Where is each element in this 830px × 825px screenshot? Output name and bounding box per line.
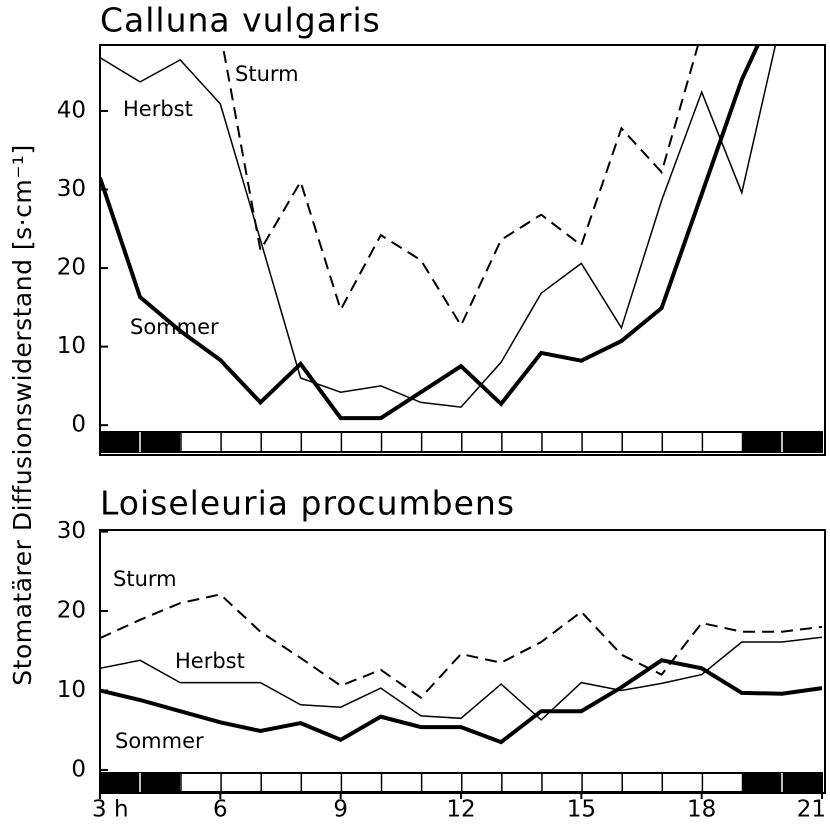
- series-label: Herbst: [175, 649, 245, 673]
- day-night-strip-top: [99, 431, 823, 453]
- y-tick-label: 10: [57, 677, 86, 703]
- day-night-strip-bottom: [99, 772, 823, 793]
- y-tick-label: 10: [57, 333, 86, 359]
- line-sturm: [221, 45, 700, 328]
- series-label: Sturm: [113, 567, 177, 591]
- x-tick-label: 6: [213, 797, 228, 823]
- x-tick-label: 15: [567, 797, 596, 823]
- x-tick-label: 21: [797, 797, 826, 823]
- series-label: Herbst: [123, 97, 193, 121]
- x-tick-label: 18: [687, 797, 716, 823]
- line-herbst: [100, 45, 777, 408]
- y-tick-label: 0: [71, 756, 86, 782]
- y-tick-label: 20: [57, 598, 86, 624]
- line-sommer: [100, 45, 761, 421]
- series-group: [100, 593, 823, 745]
- y-tick-label: 40: [57, 97, 86, 123]
- chart-title: Calluna vulgaris: [100, 1, 381, 40]
- y-tick-label: 20: [57, 255, 86, 281]
- y-axis-label: Stomatärer Diffusionswiderstand [s·cm⁻¹]: [8, 144, 37, 685]
- y-tick-label: 0: [71, 412, 86, 438]
- series-label: Sommer: [130, 315, 219, 339]
- plot-frame: [99, 529, 826, 794]
- y-tick-label: 30: [57, 176, 86, 202]
- series-label: Sturm: [235, 62, 299, 86]
- line-herbst: [100, 636, 823, 721]
- series-group: [100, 45, 777, 421]
- x-tick-label: 9: [333, 797, 348, 823]
- y-tick-label: 30: [57, 518, 86, 544]
- chart-title: Loiseleuria procumbens: [100, 484, 515, 523]
- plot-frame: [99, 44, 826, 456]
- line-sommer: [100, 658, 823, 745]
- x-tick-label: 3 h: [92, 797, 129, 823]
- series-label: Sommer: [115, 729, 204, 753]
- x-tick-label: 12: [446, 797, 475, 823]
